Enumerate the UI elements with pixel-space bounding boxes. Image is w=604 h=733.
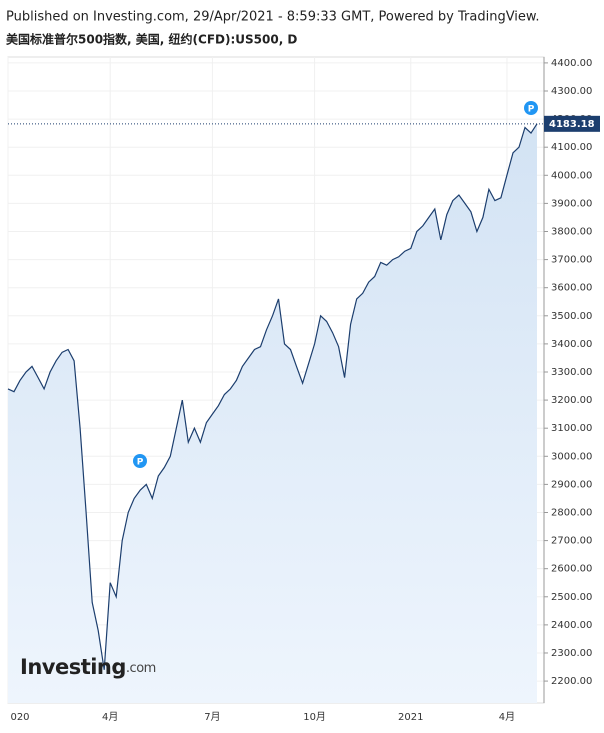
x-tick-label: 7月 — [204, 711, 220, 723]
y-tick-label: 3900.00 — [551, 198, 592, 209]
y-tick-label: 2500.00 — [551, 592, 592, 603]
y-tick-label: 3800.00 — [551, 226, 592, 237]
y-tick-label: 2700.00 — [551, 536, 592, 547]
price-line — [7, 123, 538, 670]
logo-suffix: .com — [126, 661, 156, 676]
y-tick-label: 3400.00 — [551, 339, 592, 350]
y-tick-label: 2200.00 — [551, 676, 592, 687]
last-price-box — [544, 115, 600, 132]
event-marker — [524, 101, 538, 115]
x-tick-label: 4月 — [102, 711, 118, 723]
x-tick-label: 4月 — [499, 711, 515, 723]
y-tick-label: 3200.00 — [551, 395, 592, 406]
y-tick-label: 3700.00 — [551, 255, 592, 266]
x-tick-label: 020 — [10, 712, 29, 723]
chart-title: 美国标准普尔500指数, 美国, 纽约(CFD):US500, D — [6, 32, 297, 47]
y-tick-label: 2900.00 — [551, 479, 592, 490]
y-tick-label: 3100.00 — [551, 423, 592, 434]
area-fill — [8, 123, 537, 704]
y-tick-label: 4100.00 — [551, 142, 592, 153]
y-tick-label: 3000.00 — [551, 451, 592, 462]
y-tick-label: 4300.00 — [551, 86, 592, 97]
y-tick-label: 4400.00 — [551, 58, 592, 69]
y-tick-label: 3500.00 — [551, 311, 592, 322]
y-tick-label: 3600.00 — [551, 283, 592, 294]
y-tick-label: 2800.00 — [551, 507, 592, 518]
event-marker-icon: P — [528, 105, 535, 115]
x-tick-label: 2021 — [398, 712, 423, 723]
logo-main: Investing — [20, 655, 126, 679]
published-note: Published on Investing.com, 29/Apr/2021 … — [6, 10, 539, 25]
event-marker-icon: P — [137, 458, 144, 468]
y-tick-label: 2300.00 — [551, 648, 592, 659]
y-tick-label: 2600.00 — [551, 564, 592, 575]
last-price-label: 4183.18 — [549, 119, 595, 130]
y-tick-label: 2400.00 — [551, 620, 592, 631]
logo: Investing.com — [20, 655, 156, 679]
x-tick-label: 10月 — [303, 711, 326, 723]
event-marker — [133, 454, 147, 468]
y-tick-label: 4000.00 — [551, 170, 592, 181]
y-tick-label: 3300.00 — [551, 367, 592, 378]
